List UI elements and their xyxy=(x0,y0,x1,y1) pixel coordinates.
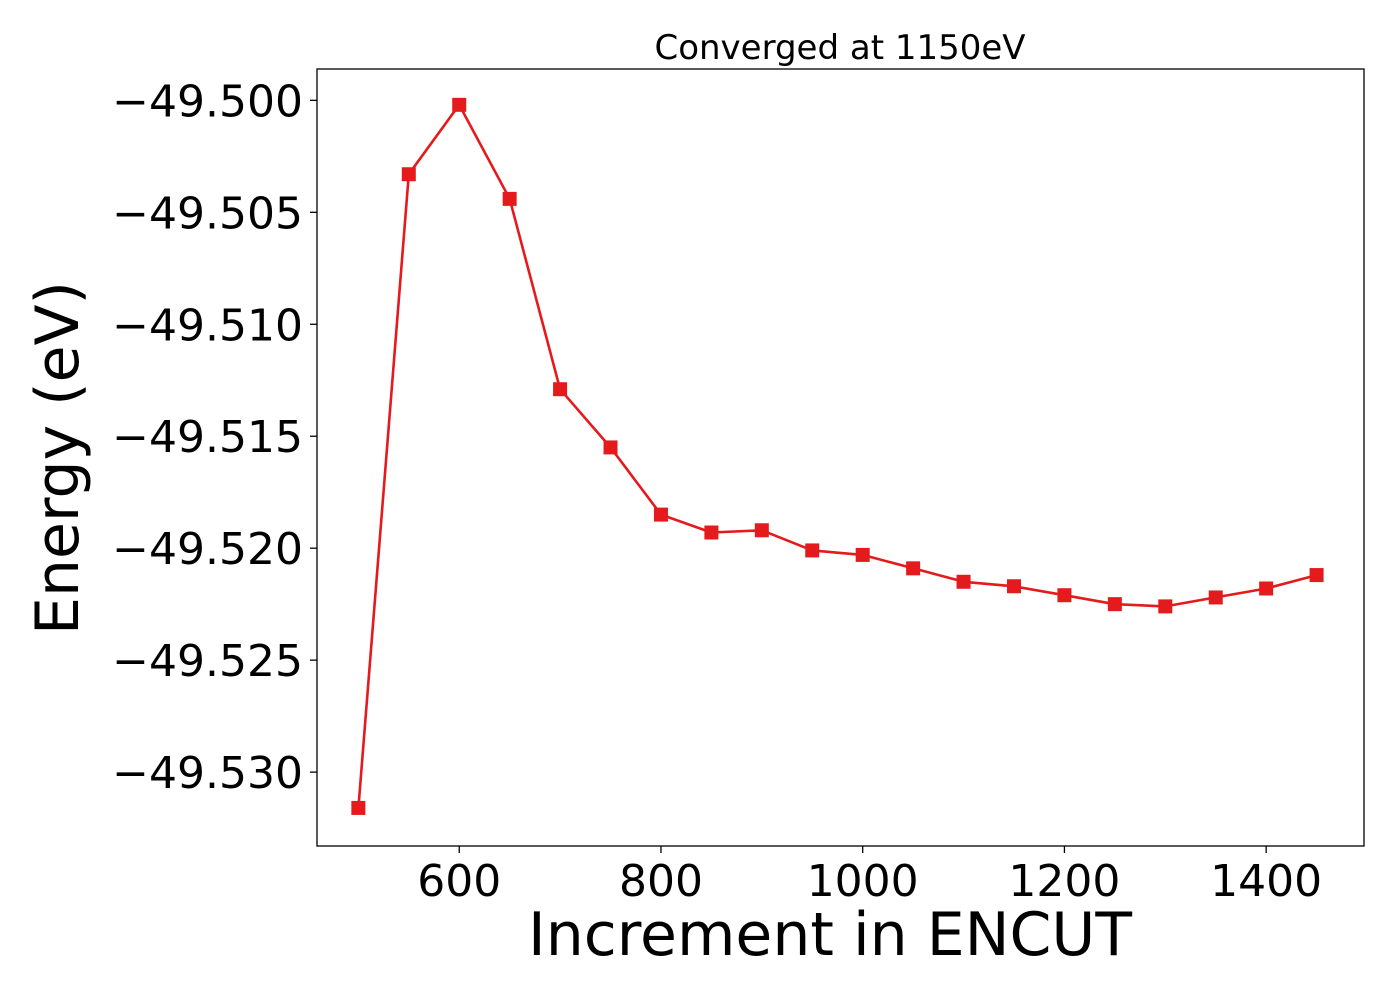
data-point xyxy=(1259,581,1274,596)
data-point xyxy=(1107,597,1122,612)
x-tick-label: 800 xyxy=(619,856,703,907)
plot-area xyxy=(316,68,1365,847)
y-tick-label: −49.525 xyxy=(112,636,303,687)
x-tick-label: 600 xyxy=(417,856,501,907)
data-point xyxy=(704,525,719,540)
y-tick-label: −49.515 xyxy=(112,412,303,463)
data-point xyxy=(1158,599,1173,614)
data-point xyxy=(1309,568,1324,583)
data-point xyxy=(653,507,668,522)
data-point xyxy=(1006,579,1021,594)
y-tick-label: −49.505 xyxy=(112,188,303,239)
data-point xyxy=(805,543,820,558)
data-point xyxy=(754,523,769,538)
data-point xyxy=(1057,588,1072,603)
y-tick-label: −49.530 xyxy=(112,748,303,799)
y-tick-label: −49.510 xyxy=(112,300,303,351)
y-axis-title: Energy (eV) xyxy=(23,281,93,635)
chart-title: Converged at 1150eV xyxy=(654,28,1025,68)
data-point xyxy=(906,561,921,576)
data-point xyxy=(351,800,366,815)
x-tick-label: 1000 xyxy=(807,856,919,907)
series-line xyxy=(357,103,1317,809)
data-point xyxy=(553,382,568,397)
plot-frame xyxy=(316,68,1365,847)
data-point xyxy=(855,547,870,562)
data-point xyxy=(956,574,971,589)
y-tick-label: −49.500 xyxy=(112,76,303,127)
x-axis-title: Increment in ENCUT xyxy=(528,900,1132,970)
data-point xyxy=(452,97,467,112)
data-point xyxy=(401,167,416,182)
data-point xyxy=(502,191,517,206)
x-tick-label: 1400 xyxy=(1210,856,1322,907)
y-tick-label: −49.520 xyxy=(112,524,303,575)
data-point xyxy=(1208,590,1223,605)
axis-ticks: 600 800 1000 1200 1400 −49.500 −49.505 −49.510 −… xyxy=(112,76,1322,907)
data-point xyxy=(603,440,618,455)
x-tick-label: 1200 xyxy=(1008,856,1120,907)
